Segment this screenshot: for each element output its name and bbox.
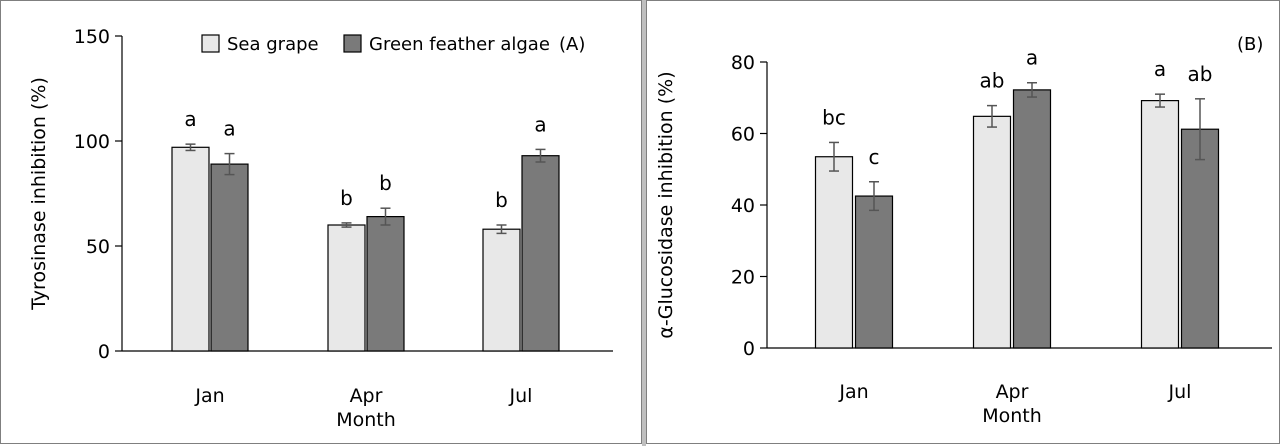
x-tick-label: Jan [194, 385, 224, 407]
bar-green-feather-algae [1012, 89, 1052, 349]
significance-letter: a [1154, 57, 1166, 81]
y-tick-label: 0 [743, 338, 755, 360]
significance-letter: c [869, 145, 880, 169]
panel-label: (B) [1237, 34, 1263, 55]
panel-divider [642, 0, 646, 446]
bar-green-feather-algae [210, 163, 249, 352]
significance-letter: a [1026, 46, 1038, 70]
y-tick-label: 20 [731, 267, 755, 289]
y-tick-label: 80 [731, 52, 755, 74]
significance-letter: ab [980, 69, 1005, 93]
y-tick-label: 50 [86, 236, 110, 258]
chart-panel-a: 0 50 100 150 Tyrosinase inhibition (%) a a Jan b… [0, 0, 642, 444]
bar-green-feather-algae [854, 195, 894, 349]
bar-sea-grape [171, 146, 210, 352]
y-tick-label: 0 [98, 341, 110, 363]
x-axis-title: Month [982, 405, 1042, 427]
tyrosinase-chart: 0 50 100 150 Tyrosinase inhibition (%) a a Jan b… [28, 26, 613, 431]
significance-letter: a [534, 112, 546, 136]
significance-letter: ab [1188, 62, 1213, 86]
bar-sea-grape [814, 156, 854, 349]
significance-letter: b [379, 171, 392, 195]
significance-letter: a [223, 117, 235, 141]
y-axis-title: Tyrosinase inhibition (%) [28, 77, 50, 311]
y-tick-label: 150 [74, 26, 110, 48]
x-tick-label: Jul [1168, 381, 1192, 403]
bar-green-feather-algae [1180, 128, 1220, 349]
bar-green-feather-algae [366, 216, 405, 352]
legend-label: Sea grape [227, 34, 319, 55]
x-tick-label: Jan [838, 381, 868, 403]
bar-sea-grape [972, 115, 1012, 349]
significance-letter: a [184, 107, 196, 131]
y-tick-label: 60 [731, 124, 755, 146]
legend-label: Green feather algae [369, 34, 550, 55]
bar-sea-grape [1140, 100, 1180, 349]
significance-letter: b [495, 188, 508, 212]
x-tick-label: Apr [350, 385, 383, 407]
legend-swatch [201, 34, 220, 53]
y-tick-label: 100 [74, 131, 110, 153]
glucosidase-chart: 0 20 40 60 80 α-Glucosidase inhibition (%) bcc… [655, 34, 1272, 427]
y-axis-title: α-Glucosidase inhibition (%) [655, 71, 677, 338]
x-axis-title: Month [336, 409, 396, 431]
significance-letter: bc [822, 105, 846, 129]
panel-label: (A) [559, 34, 585, 55]
y-tick-label: 40 [731, 195, 755, 217]
bar-sea-grape [327, 224, 366, 352]
legend-swatch [343, 34, 362, 53]
x-tick-label: Jul [509, 385, 533, 407]
chart-panel-b: 0 20 40 60 80 α-Glucosidase inhibition (%) bc c… [646, 0, 1280, 444]
bar-green-feather-algae [521, 155, 560, 352]
x-tick-label: Apr [996, 381, 1029, 403]
significance-letter: b [340, 186, 353, 210]
bar-sea-grape [482, 228, 521, 352]
